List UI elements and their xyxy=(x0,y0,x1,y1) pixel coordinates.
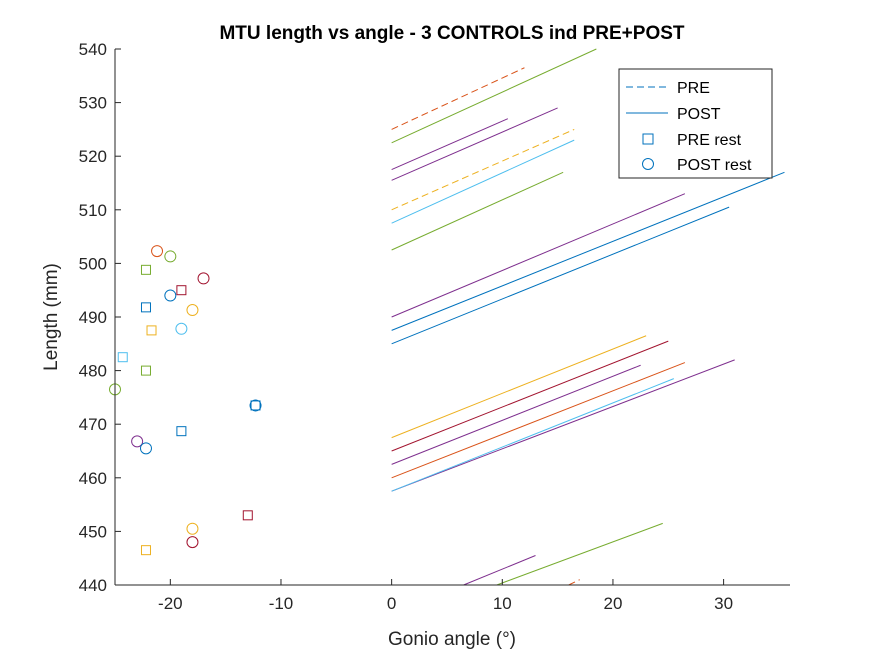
y-tick-label-1: 450 xyxy=(79,522,107,541)
y-tick-label-8: 520 xyxy=(79,147,107,166)
x-tick-label-2: 0 xyxy=(387,594,396,613)
pre-rest-point-7 xyxy=(176,426,187,437)
series-line-18 xyxy=(568,579,580,586)
x-tick-label-4: 20 xyxy=(603,594,622,613)
data-lines xyxy=(391,48,785,586)
pre-rest-point-3 xyxy=(146,325,157,336)
pre-rest-point-1 xyxy=(176,285,187,296)
y-tick-label-9: 530 xyxy=(79,94,107,113)
legend-label-3: POST rest xyxy=(677,157,752,174)
series-line-8 xyxy=(391,171,785,331)
pre-rest-point-8 xyxy=(242,510,253,521)
y-tick-label-6: 500 xyxy=(79,254,107,273)
series-line-17 xyxy=(463,555,536,586)
series-line-2 xyxy=(391,107,558,181)
series-line-5 xyxy=(391,139,575,224)
series-line-15 xyxy=(391,378,674,492)
y-tick-label-4: 480 xyxy=(79,362,107,381)
y-ticks: 440 450 460 470 480 490 500 510 520 530 540 xyxy=(79,40,121,595)
series-line-7 xyxy=(391,193,686,318)
series-line-0 xyxy=(391,67,525,130)
x-ticks: -20 -10 0 10 20 30 xyxy=(158,579,733,613)
x-tick-label-1: -10 xyxy=(269,594,294,613)
series-line-6 xyxy=(391,171,564,251)
x-tick-label-5: 30 xyxy=(714,594,733,613)
pre-rest-point-2 xyxy=(140,302,151,313)
series-line-4 xyxy=(391,128,575,211)
legend-symbol-post-rest xyxy=(642,158,654,170)
series-line-16 xyxy=(496,522,663,586)
post-rest-point-8 xyxy=(131,435,144,448)
series-line-10 xyxy=(391,335,647,439)
series-line-14 xyxy=(391,359,735,492)
post-rest-point-7 xyxy=(249,399,262,412)
post-rest-point-11 xyxy=(186,536,199,549)
y-tick-label-5: 490 xyxy=(79,308,107,327)
series-line-13 xyxy=(391,362,686,479)
y-tick-label-7: 510 xyxy=(79,201,107,220)
post-rest-point-3 xyxy=(164,289,177,302)
pre-rest-point-0 xyxy=(140,264,151,275)
pre-rest-point-4 xyxy=(117,352,128,363)
legend-symbol-pre-rest xyxy=(642,133,654,145)
y-tick-label-2: 460 xyxy=(79,469,107,488)
post-rest-point-0 xyxy=(151,245,164,258)
pre-rest-point-6 xyxy=(250,400,261,411)
y-axis-label: Length (mm) xyxy=(41,263,62,371)
x-tick-label-0: -20 xyxy=(158,594,183,613)
chart-title: MTU length vs angle - 3 CONTROLS ind PRE… xyxy=(219,23,684,44)
pre-rest-point-5 xyxy=(140,365,151,376)
x-tick-label-3: 10 xyxy=(493,594,512,613)
legend-label-0: PRE xyxy=(677,80,710,97)
pre-rest-point-9 xyxy=(140,545,151,556)
pre-rest-markers xyxy=(117,264,261,556)
legend-label-2: PRE rest xyxy=(677,132,742,149)
series-line-12 xyxy=(391,364,641,465)
legend: PRE POST PRE rest POST rest xyxy=(618,68,773,179)
y-tick-label-3: 470 xyxy=(79,415,107,434)
post-rest-point-2 xyxy=(197,272,210,285)
post-rest-point-5 xyxy=(175,322,188,335)
legend-label-1: POST xyxy=(677,106,721,123)
series-line-11 xyxy=(391,340,669,452)
post-rest-point-1 xyxy=(164,250,177,263)
y-tick-label-10: 540 xyxy=(79,40,107,59)
series-line-9 xyxy=(391,206,730,345)
post-rest-point-10 xyxy=(186,522,199,535)
y-tick-label-0: 440 xyxy=(79,576,107,595)
post-rest-point-4 xyxy=(186,304,199,317)
x-axis-label: Gonio angle (°) xyxy=(388,629,516,650)
series-line-3 xyxy=(391,118,509,171)
series-line-1 xyxy=(391,48,597,144)
post-rest-point-9 xyxy=(139,442,152,455)
